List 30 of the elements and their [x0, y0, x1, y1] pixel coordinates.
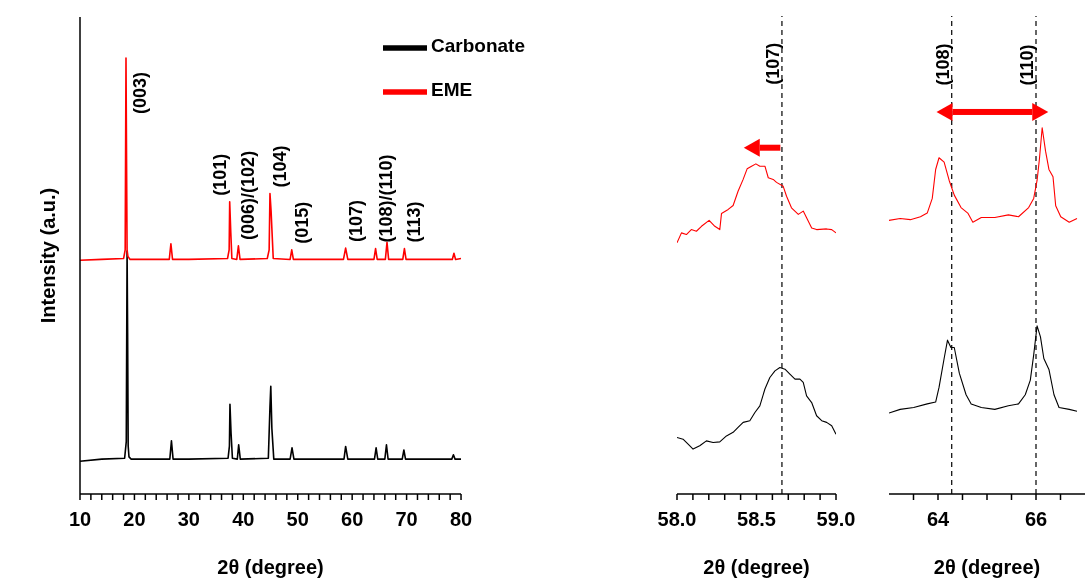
x-tick-label: 64: [926, 508, 950, 531]
annotation: (110): [1017, 44, 1037, 86]
annotation: (006)/(102): [238, 150, 259, 240]
legend-label: Carbonate: [431, 35, 525, 57]
x-axis-title: 2θ (degree): [933, 556, 1041, 578]
x-tick-label: 59.0: [816, 508, 856, 531]
annotation: (015): [291, 201, 312, 244]
annotation: (107): [762, 42, 783, 85]
x-tick-label: 20: [123, 508, 146, 531]
x-tick-label: 50: [286, 508, 309, 531]
y-axis-title: Intensity (a.u.): [37, 187, 59, 324]
annotation: (101): [209, 153, 230, 196]
legend-label: EME: [431, 79, 473, 101]
x-tick-label: 80: [449, 508, 473, 531]
annotation: (108): [932, 43, 953, 86]
annotation: (104): [269, 145, 290, 188]
x-tick-label: 58.0: [657, 508, 697, 531]
annotation: (107): [345, 200, 366, 243]
annotation: (108)/(110): [375, 154, 396, 243]
annotation: (113): [404, 201, 425, 243]
x-axis-title: 2θ (degree): [703, 556, 810, 578]
x-tick-label: 58.5: [737, 508, 776, 531]
annotation: (003): [130, 71, 150, 114]
x-axis-title: 2θ (degree): [217, 556, 324, 578]
x-tick-label: 70: [395, 508, 418, 531]
x-tick-label: 30: [177, 508, 200, 531]
x-tick-label: 40: [232, 508, 255, 531]
x-tick-label: 66: [1024, 508, 1048, 531]
x-tick-label: 10: [68, 508, 92, 531]
x-tick-label: 60: [341, 508, 364, 531]
